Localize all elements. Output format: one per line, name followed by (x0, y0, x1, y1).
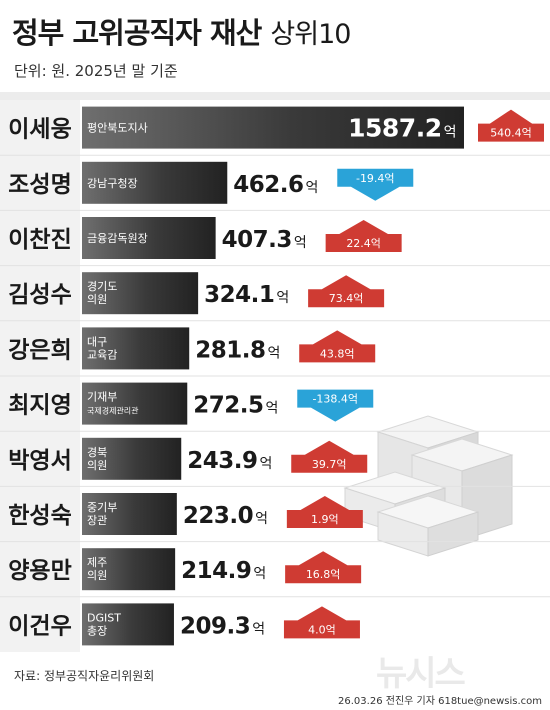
asset-bar (82, 327, 190, 370)
asset-bar (82, 437, 182, 480)
position-label: 경북 (87, 446, 107, 459)
asset-bar (82, 548, 176, 591)
official-name: 강은희 (8, 337, 71, 363)
value-label: 1587.2 억 (348, 114, 456, 143)
money-stack-illustration (343, 415, 514, 557)
change-label: 22.4억 (346, 237, 381, 250)
increase-arrow-icon (291, 440, 368, 473)
position-label: 의원 (87, 293, 107, 306)
increase-arrow-icon (283, 606, 360, 639)
change-label: -138.4억 (312, 393, 358, 406)
decrease-arrow-icon (337, 168, 414, 201)
value-unit: 억 (260, 456, 272, 472)
change-label: 16.8억 (306, 568, 341, 581)
position-label: 의원 (87, 569, 107, 582)
asset-bar (82, 603, 174, 646)
decrease-arrow-icon (297, 389, 374, 422)
official-name: 이세웅 (8, 117, 71, 143)
change-label: 540.4억 (490, 127, 532, 140)
official-name: 한성숙 (8, 503, 71, 529)
asset-bar (82, 272, 199, 315)
title-sub: 상위10 (270, 19, 351, 50)
increase-arrow-icon (286, 496, 363, 528)
change-label: 39.7억 (312, 458, 347, 471)
value-label: 407.3 억 (222, 227, 307, 253)
source-note: 자료: 정부공직자윤리위원회 (14, 669, 155, 683)
asset-bar (82, 106, 464, 149)
unit-note: 단위: 원. 2025년 말 기준 (14, 62, 178, 80)
increase-arrow-icon (299, 330, 376, 363)
value-unit: 억 (306, 180, 318, 196)
increase-arrow-icon (325, 220, 402, 252)
value-unit: 억 (444, 125, 456, 141)
official-name: 양용만 (8, 558, 71, 584)
value-label: 281.8 억 (195, 337, 280, 363)
change-label: 73.4억 (329, 292, 364, 305)
position-label: 제주 (87, 556, 107, 569)
change-label: 43.8억 (320, 347, 355, 360)
position-label: 의원 (87, 459, 107, 472)
position-label: 금융감독원장 (87, 232, 148, 245)
asset-bar (82, 493, 177, 535)
credit-line: 26.03.26 전진우 기자 618tue@newsis.com (338, 696, 542, 707)
change-label: -19.4억 (356, 172, 395, 185)
increase-arrow-icon (308, 275, 385, 308)
value-label: 209.3 억 (180, 613, 265, 639)
increase-arrow-icon (478, 109, 544, 142)
asset-bar (82, 161, 228, 204)
value-label: 324.1 억 (204, 282, 289, 308)
official-name: 이건우 (8, 613, 71, 639)
value-label: 462.6 억 (233, 172, 318, 198)
position-label: 국제경제관리관 (87, 406, 139, 416)
position-label: 장관 (87, 514, 107, 527)
position-label: 중기부 (87, 501, 117, 514)
value-unit: 억 (294, 235, 306, 251)
position-label: DGIST (87, 611, 121, 624)
value-unit: 억 (252, 621, 264, 637)
value-unit: 억 (266, 401, 278, 417)
increase-arrow-icon (285, 551, 362, 584)
official-name: 최지영 (8, 393, 71, 419)
title-main: 정부 고위공직자 재산 (12, 16, 262, 50)
change-label: 1.9억 (311, 513, 339, 526)
position-label: 기재부 (87, 391, 117, 404)
position-label: 평안북도지사 (87, 122, 148, 135)
chart-title: 정부 고위공직자 재산 상위10 (12, 10, 351, 52)
value-label: 223.0 억 (183, 503, 268, 529)
value-unit: 억 (255, 511, 267, 527)
value-unit: 억 (253, 566, 265, 582)
official-name: 조성명 (8, 172, 71, 198)
asset-bar (82, 217, 216, 259)
header-divider (0, 92, 550, 100)
official-name: 박영서 (8, 448, 71, 474)
official-name: 이찬진 (8, 227, 71, 253)
value-label: 272.5 억 (193, 393, 278, 419)
position-label: 강남구청장 (87, 177, 138, 190)
newsis-logo: 뉴시스 (376, 654, 466, 694)
asset-bar (82, 382, 188, 425)
change-label: 4.0억 (308, 623, 336, 636)
official-name: 김성수 (8, 282, 71, 308)
position-label: 대구 (87, 335, 107, 348)
position-label: 교육감 (87, 348, 117, 361)
value-unit: 억 (276, 290, 288, 306)
value-unit: 억 (267, 345, 279, 361)
value-label: 243.9 억 (187, 448, 272, 474)
value-label: 214.9 억 (181, 558, 266, 584)
position-label: 경기도 (87, 280, 117, 293)
position-label: 총장 (87, 624, 107, 637)
